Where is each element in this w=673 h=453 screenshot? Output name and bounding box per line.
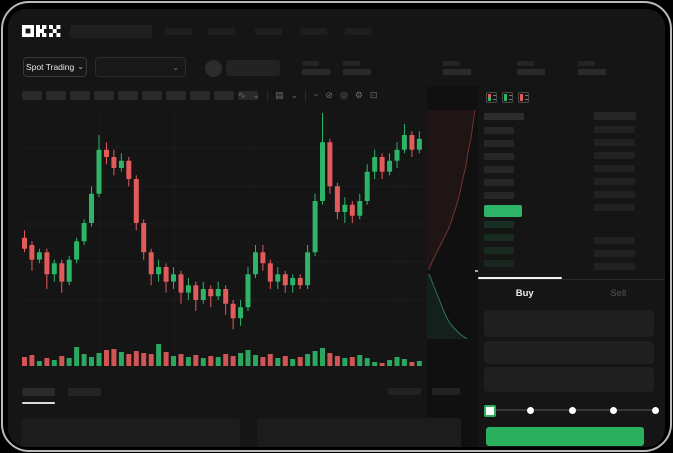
book-asks-icon[interactable]: [518, 92, 529, 103]
ticker-stat: [578, 61, 608, 79]
okx-logo[interactable]: [22, 24, 62, 38]
order-size-placeholder: [594, 126, 635, 133]
order-size-placeholder: [594, 139, 635, 146]
ticker-stat: [302, 61, 332, 79]
bottom-tab-history[interactable]: [68, 388, 101, 396]
active-tab-indicator: [478, 277, 562, 279]
trade-tabs: Buy Sell: [478, 282, 665, 304]
bottom-active-tab-underline: [22, 402, 55, 404]
candlestick-chart[interactable]: [20, 108, 460, 378]
app-surface: OKX Spot Trading ⌄ ⌄ ∿⌄▤⌄~⊘◎⚙⊡: [8, 9, 665, 447]
ask-row-placeholder[interactable]: [484, 166, 514, 173]
ticker-stat: [343, 61, 373, 79]
ticker-stat: [517, 61, 547, 79]
ask-row-placeholder[interactable]: [484, 179, 514, 186]
order-size-placeholder: [594, 250, 635, 257]
order-size-placeholder: [594, 237, 635, 244]
indicators-icon[interactable]: ∿: [238, 90, 246, 100]
candle-style-icon[interactable]: ▤: [275, 90, 284, 100]
ask-row-placeholder[interactable]: [484, 140, 514, 147]
order-book-trade-panel: Buy Sell: [478, 86, 665, 447]
tab-buy[interactable]: Buy: [515, 287, 534, 299]
amount-percent-slider[interactable]: [484, 403, 659, 417]
order-book-price-header-placeholder: [484, 113, 524, 120]
order-book-amount-header-placeholder: [594, 112, 636, 120]
tabs-divider: [478, 279, 665, 280]
order-size-placeholder: [594, 191, 635, 198]
price-input-placeholder[interactable]: [484, 310, 654, 337]
camera-icon[interactable]: ◎: [339, 90, 348, 100]
slider-step-dot[interactable]: [527, 406, 534, 414]
timeframe-button-placeholder[interactable]: [190, 91, 210, 100]
nav-item-placeholder[interactable]: [300, 28, 327, 35]
bid-row-placeholder[interactable]: [484, 260, 514, 267]
order-size-placeholder: [594, 165, 635, 172]
toolbar-separator: [305, 90, 307, 101]
ask-row-placeholder[interactable]: [484, 192, 514, 199]
market-type-selector[interactable]: Spot Trading ⌄: [23, 57, 87, 77]
last-price-badge[interactable]: [484, 205, 522, 217]
nav-item-placeholder[interactable]: [255, 28, 282, 35]
pair-name-placeholder: [226, 60, 280, 76]
orders-table-placeholder: [21, 418, 240, 447]
pair-dropdown[interactable]: ⌄: [95, 57, 186, 77]
book-combined-icon[interactable]: [486, 92, 497, 103]
timeframe-button-placeholder[interactable]: [118, 91, 138, 100]
nav-item-placeholder[interactable]: [165, 28, 192, 35]
chevron-down-icon: ⌄: [172, 62, 179, 72]
pair-icon-avatar[interactable]: [205, 60, 222, 77]
book-bids-icon[interactable]: [502, 92, 513, 103]
timeframe-button-placeholder[interactable]: [70, 91, 90, 100]
timeframe-button-placeholder[interactable]: [238, 91, 258, 100]
ask-row-placeholder[interactable]: [484, 153, 514, 160]
buy-submit-button[interactable]: [486, 427, 644, 446]
bottom-action-placeholder[interactable]: [432, 388, 460, 395]
history-table-placeholder: [257, 418, 461, 447]
slider-step-dot[interactable]: [651, 406, 659, 414]
depth-panel-background: [427, 86, 478, 447]
ticker-stat: [443, 61, 473, 79]
order-size-placeholder: [594, 152, 635, 159]
bid-row-placeholder[interactable]: [484, 221, 514, 228]
market-type-label: Spot Trading: [26, 62, 75, 72]
settings-gear-icon[interactable]: ⚙: [354, 90, 363, 100]
timeframe-button-placeholder[interactable]: [142, 91, 162, 100]
chevron-down-icon[interactable]: ⌄: [252, 90, 261, 100]
fullscreen-icon[interactable]: ⊡: [369, 90, 378, 100]
bid-row-placeholder[interactable]: [484, 234, 514, 241]
bottom-tab-orders[interactable]: [22, 388, 55, 396]
nav-item-placeholder[interactable]: [345, 28, 372, 35]
order-size-placeholder: [594, 178, 635, 185]
toolbar-separator: [267, 90, 269, 101]
chart-tool-icons: ∿ ⌄ ▤ ⌄ ~ ⊘ ◎ ⚙ ⊡: [238, 89, 377, 102]
draw-tool-icon[interactable]: ⊘: [325, 90, 333, 100]
amount-input-placeholder[interactable]: [484, 341, 654, 364]
timeframe-button-placeholder[interactable]: [94, 91, 114, 100]
order-size-placeholder: [594, 263, 635, 270]
line-tool-icon[interactable]: ~: [313, 90, 319, 100]
bid-row-placeholder[interactable]: [484, 247, 514, 254]
total-input-placeholder[interactable]: [484, 367, 654, 392]
order-size-placeholder: [594, 204, 635, 211]
slider-step-dot[interactable]: [610, 406, 617, 414]
timeframe-button-placeholder[interactable]: [214, 91, 234, 100]
header-search-placeholder[interactable]: [70, 25, 152, 38]
ask-row-placeholder[interactable]: [484, 127, 514, 134]
depth-chart[interactable]: [427, 108, 478, 339]
timeframe-button-placeholder[interactable]: [46, 91, 66, 100]
slider-handle[interactable]: [484, 405, 496, 417]
tab-sell[interactable]: Sell: [610, 287, 627, 299]
bottom-action-placeholder[interactable]: [388, 388, 421, 395]
timeframe-button-placeholder[interactable]: [166, 91, 186, 100]
chevron-down-icon[interactable]: ⌄: [290, 90, 299, 100]
slider-step-dot[interactable]: [568, 406, 576, 414]
nav-item-placeholder[interactable]: [208, 28, 235, 35]
timeframe-button-placeholder[interactable]: [22, 91, 42, 100]
